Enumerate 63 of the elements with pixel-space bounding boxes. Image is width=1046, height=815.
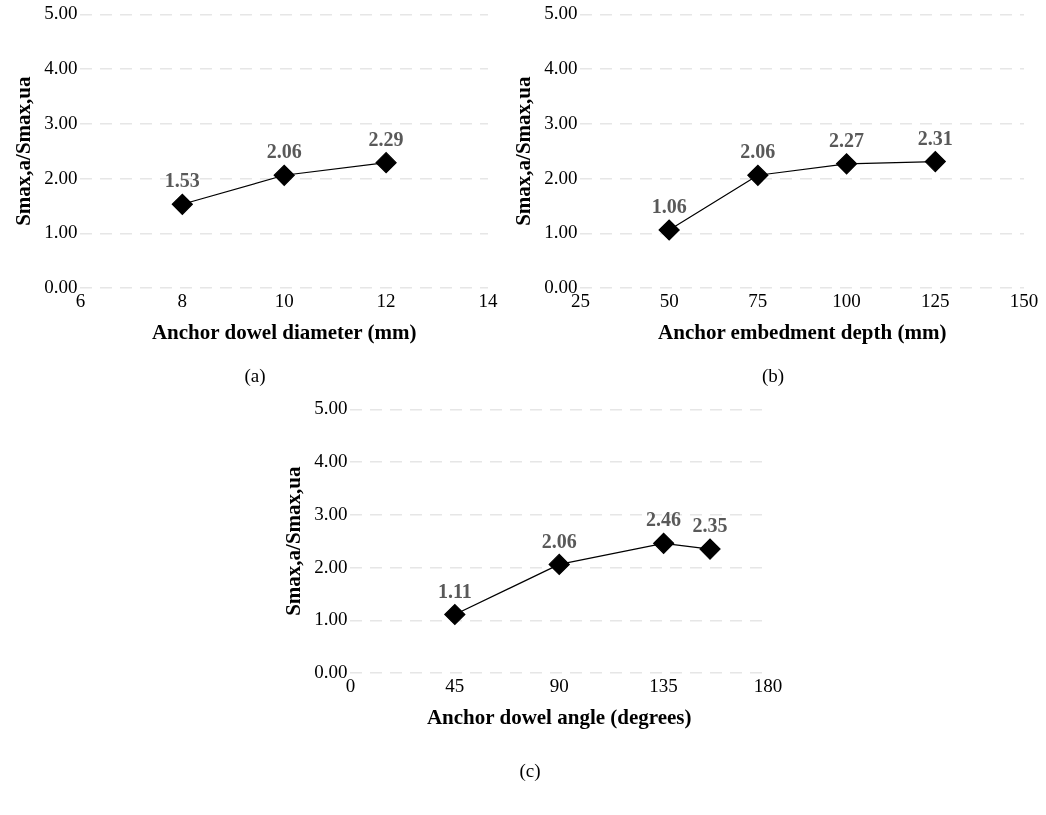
data-label: 2.31 bbox=[917, 126, 953, 149]
data-label: 2.27 bbox=[829, 128, 865, 151]
y-tick-label: 3.00 bbox=[314, 502, 348, 524]
point bbox=[924, 151, 946, 173]
y-tick-label: 5.00 bbox=[544, 2, 578, 24]
point bbox=[548, 553, 570, 575]
text: (a) bbox=[243, 365, 267, 387]
data-label: 1.53 bbox=[164, 169, 200, 192]
x-tick-label: 14 bbox=[478, 290, 498, 312]
y-tick-label: 2.00 bbox=[544, 166, 578, 188]
y-tick-label: 2.00 bbox=[314, 555, 348, 577]
y-tick-label: 4.00 bbox=[314, 450, 348, 472]
point bbox=[658, 219, 680, 241]
data-label: 2.29 bbox=[368, 127, 404, 150]
x-tick-label: 75 bbox=[748, 290, 768, 312]
y-axis-title: Smax,a/Smax,ua bbox=[511, 76, 536, 226]
x-tick-label: 50 bbox=[659, 290, 679, 312]
point bbox=[653, 532, 675, 554]
data-label: 2.35 bbox=[692, 514, 728, 537]
x-axis-title: Anchor dowel angle (degrees) bbox=[426, 704, 692, 729]
point bbox=[375, 152, 397, 174]
y-tick-label: 0.00 bbox=[314, 660, 348, 682]
data-label: 2.06 bbox=[541, 529, 577, 552]
data-label: 2.06 bbox=[266, 140, 302, 163]
point bbox=[273, 164, 295, 186]
x-tick-label: 150 bbox=[1009, 290, 1039, 312]
x-tick-label: 10 bbox=[274, 290, 294, 312]
data-label: 2.06 bbox=[740, 140, 776, 163]
data-label: 1.06 bbox=[651, 195, 687, 218]
x-tick-label: 8 bbox=[177, 290, 188, 312]
y-tick-label: 0.00 bbox=[44, 275, 78, 297]
y-axis-title: Smax,a/Smax,ua bbox=[281, 466, 306, 616]
x-tick-label: 90 bbox=[549, 675, 569, 697]
point bbox=[699, 538, 721, 560]
point bbox=[835, 153, 858, 175]
text: (c) bbox=[518, 760, 542, 782]
y-tick-label: 4.00 bbox=[44, 57, 78, 79]
y-tick-label: 4.00 bbox=[544, 57, 578, 79]
y-axis-title: Smax,a/Smax,ua bbox=[11, 76, 36, 226]
y-tick-label: 1.00 bbox=[44, 221, 78, 243]
x-tick-label: 135 bbox=[649, 675, 678, 697]
y-tick-label: 3.00 bbox=[544, 111, 578, 133]
x-axis-title: Anchor dowel diameter (mm) bbox=[151, 319, 417, 344]
y-tick-label: 5.00 bbox=[44, 2, 78, 24]
x-tick-label: 45 bbox=[445, 675, 465, 697]
point bbox=[444, 603, 466, 626]
y-tick-label: 1.00 bbox=[314, 608, 348, 630]
x-tick-label: 0 bbox=[345, 675, 356, 697]
x-tick-label: 6 bbox=[75, 290, 86, 312]
x-tick-label: 125 bbox=[921, 290, 950, 312]
y-tick-label: 3.00 bbox=[44, 111, 78, 133]
y-tick-label: 5.00 bbox=[314, 397, 348, 419]
x-tick-label: 100 bbox=[832, 290, 861, 312]
point bbox=[171, 193, 193, 215]
text: (b) bbox=[760, 365, 786, 387]
y-tick-label: 1.00 bbox=[544, 221, 578, 243]
x-axis-title: Anchor embedment depth (mm) bbox=[658, 319, 947, 344]
x-tick-label: 12 bbox=[376, 290, 396, 312]
x-tick-label: 180 bbox=[753, 675, 783, 697]
data-label: 1.11 bbox=[437, 579, 472, 602]
point bbox=[747, 164, 769, 186]
y-tick-label: 2.00 bbox=[44, 166, 78, 188]
data-label: 2.46 bbox=[646, 508, 682, 531]
